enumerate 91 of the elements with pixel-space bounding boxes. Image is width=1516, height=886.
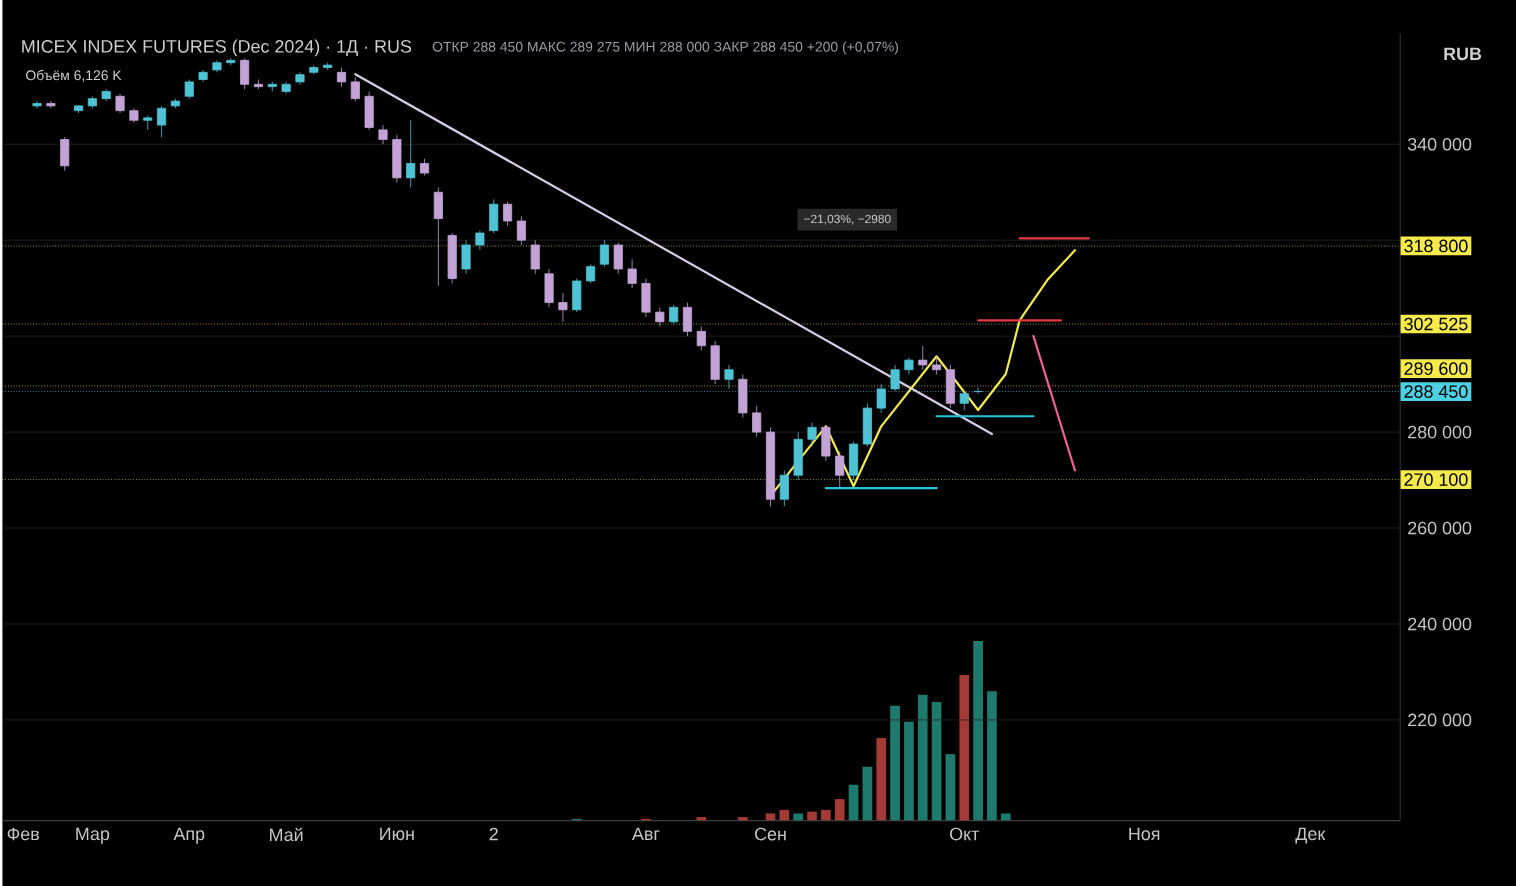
ref-line-label: 288 450 — [1404, 384, 1468, 398]
ref-line-label: 318 800 — [1404, 239, 1468, 253]
candlestick — [821, 424, 831, 461]
candlestick — [918, 345, 928, 370]
candlestick — [350, 76, 360, 102]
x-tick-label: Ноя — [1129, 827, 1160, 840]
y-tick-label: 260 000 — [1408, 521, 1472, 535]
candlestick — [115, 93, 125, 114]
bar — [904, 721, 914, 821]
x-tick-label: Июн — [380, 827, 414, 840]
candlestick — [60, 136, 70, 171]
candlestick — [682, 301, 693, 337]
y-tick-label: 280 000 — [1408, 425, 1472, 439]
candlestick — [876, 383, 886, 414]
ref-line-label: 289 600 — [1404, 361, 1468, 375]
candlestick — [613, 241, 623, 274]
x-tick-label: Мар — [76, 827, 110, 844]
bar — [931, 701, 942, 821]
candlestick — [710, 340, 720, 385]
candlestick — [530, 239, 540, 274]
candlestick — [752, 405, 762, 438]
candlestick — [46, 100, 56, 109]
bar — [945, 753, 956, 821]
x-tick-label: Сен — [755, 827, 786, 841]
bar — [793, 813, 804, 821]
y-tick-label: 220 000 — [1408, 713, 1472, 726]
candlestick — [558, 292, 568, 322]
candlestick — [516, 215, 526, 246]
candlestick — [586, 263, 596, 284]
candlestick — [724, 364, 734, 390]
candlestick — [433, 186, 443, 286]
bar — [959, 674, 970, 821]
bar — [917, 694, 928, 821]
candlestick — [461, 239, 471, 274]
candlestick — [738, 373, 748, 418]
bar — [1000, 813, 1011, 821]
candlestick — [143, 114, 153, 130]
bar — [765, 813, 776, 821]
bar — [890, 705, 900, 821]
chart-title: MICEX INDEX FUTURES (Dec 2024) · 1Д · RUS — [22, 39, 412, 56]
candlestick — [669, 304, 679, 325]
candlestick — [793, 431, 803, 481]
candlestick — [641, 277, 651, 318]
bar — [834, 798, 845, 821]
candlestick — [184, 78, 194, 99]
candlestick — [364, 90, 374, 130]
candlestick — [890, 364, 900, 392]
x-tick-label: Апр — [173, 827, 205, 844]
candlestick — [835, 450, 845, 488]
candlestick — [392, 133, 402, 183]
bar — [973, 640, 983, 821]
candlestick — [807, 421, 817, 447]
x-tick-label: Окт — [950, 827, 980, 841]
x-tick-label: 2 — [489, 827, 498, 840]
x-tick-label: Авг — [632, 827, 660, 840]
candlestick — [447, 232, 457, 284]
candlestick — [336, 66, 347, 87]
candlestick — [627, 258, 637, 289]
candlestick — [32, 100, 42, 109]
candlestick — [932, 354, 942, 375]
bar — [876, 737, 887, 821]
bar — [807, 811, 817, 821]
candlestick — [157, 105, 167, 138]
candlestick — [655, 306, 665, 327]
x-tick-label: Дек — [1295, 827, 1326, 844]
y-tick-label: 240 000 — [1408, 617, 1472, 631]
bar — [862, 766, 873, 821]
candlestick — [849, 441, 859, 481]
y-axis-title: RUB — [1444, 47, 1482, 60]
bar — [987, 691, 997, 821]
x-tick-label: Фев — [7, 827, 39, 840]
candlestick — [503, 201, 513, 226]
candlestick — [599, 239, 609, 267]
candlestick — [959, 390, 969, 411]
bar — [821, 809, 831, 821]
candlestick — [475, 229, 485, 250]
candlestick — [544, 268, 554, 308]
candlestick — [406, 119, 416, 188]
bar — [848, 784, 859, 821]
candlestick — [945, 364, 955, 409]
candlestick — [779, 469, 789, 507]
x-tick-label: Май — [270, 827, 303, 841]
y-tick-label: 340 000 — [1407, 137, 1472, 151]
candlestick — [378, 124, 388, 145]
candlestick — [572, 277, 582, 313]
candlestick — [862, 402, 872, 447]
candlestick — [904, 357, 914, 375]
candlestick — [489, 198, 499, 234]
ref-line-label: 270 100 — [1404, 472, 1468, 486]
candlestick — [696, 325, 706, 351]
ref-line-label: 302 525 — [1404, 317, 1468, 331]
